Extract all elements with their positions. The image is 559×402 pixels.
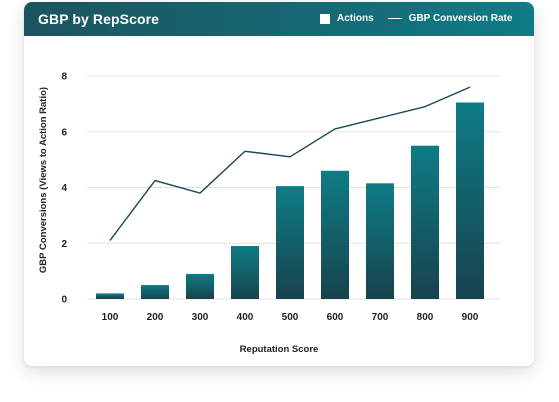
chart-legend: Actions GBP Conversion Rate (320, 13, 526, 24)
y-tick-label: 4 (61, 183, 67, 194)
x-tick-label: 600 (327, 312, 344, 323)
bar (411, 145, 439, 299)
y-tick-labels: 0 2 4 6 8 (61, 72, 67, 306)
y-tick-label: 2 (61, 239, 67, 250)
legend-swatch-rate (387, 18, 402, 19)
legend-item-rate: GBP Conversion Rate (387, 13, 513, 24)
bar (141, 285, 169, 299)
chart-title: GBP by RepScore (38, 11, 160, 27)
y-axis-label: GBP Conversions (Views to Action Ratio) (38, 87, 49, 273)
x-tick-label: 700 (372, 312, 389, 323)
y-tick-label: 6 (61, 127, 67, 138)
conversion-line (109, 86, 471, 241)
x-tick-label: 300 (192, 312, 209, 323)
x-tick-label: 100 (102, 312, 119, 323)
legend-label-rate: GBP Conversion Rate (408, 13, 513, 24)
bar (276, 186, 304, 299)
bar (366, 183, 394, 299)
chart-card: GBP by RepScore Actions GBP Conversion R… (24, 2, 534, 366)
y-tick-label: 8 (61, 72, 67, 83)
bar (96, 293, 124, 299)
legend-swatch-actions (320, 13, 330, 24)
x-tick-label: 500 (282, 312, 299, 323)
x-axis-label: Reputation Score (240, 344, 319, 355)
x-tick-label: 200 (147, 312, 164, 323)
bar (456, 102, 484, 299)
y-tick-label: 0 (61, 295, 67, 306)
legend-label-actions: Actions (337, 13, 374, 24)
bar (321, 170, 349, 299)
conversion-rate-line (109, 86, 471, 241)
x-tick-label: 800 (417, 312, 434, 323)
bar (186, 273, 214, 299)
bars (96, 102, 484, 299)
x-tick-label: 400 (237, 312, 254, 323)
bar (231, 246, 259, 299)
chart-plot: 0 2 4 6 8 100 200 300 400 500 600 700 800 900 GBP Co… (38, 72, 500, 355)
x-tick-labels: 100 200 300 400 500 600 700 800 900 (102, 312, 479, 323)
x-tick-label: 900 (462, 312, 479, 323)
legend-item-actions: Actions (320, 13, 374, 24)
chart-header: GBP by RepScore Actions GBP Conversion R… (24, 2, 534, 36)
